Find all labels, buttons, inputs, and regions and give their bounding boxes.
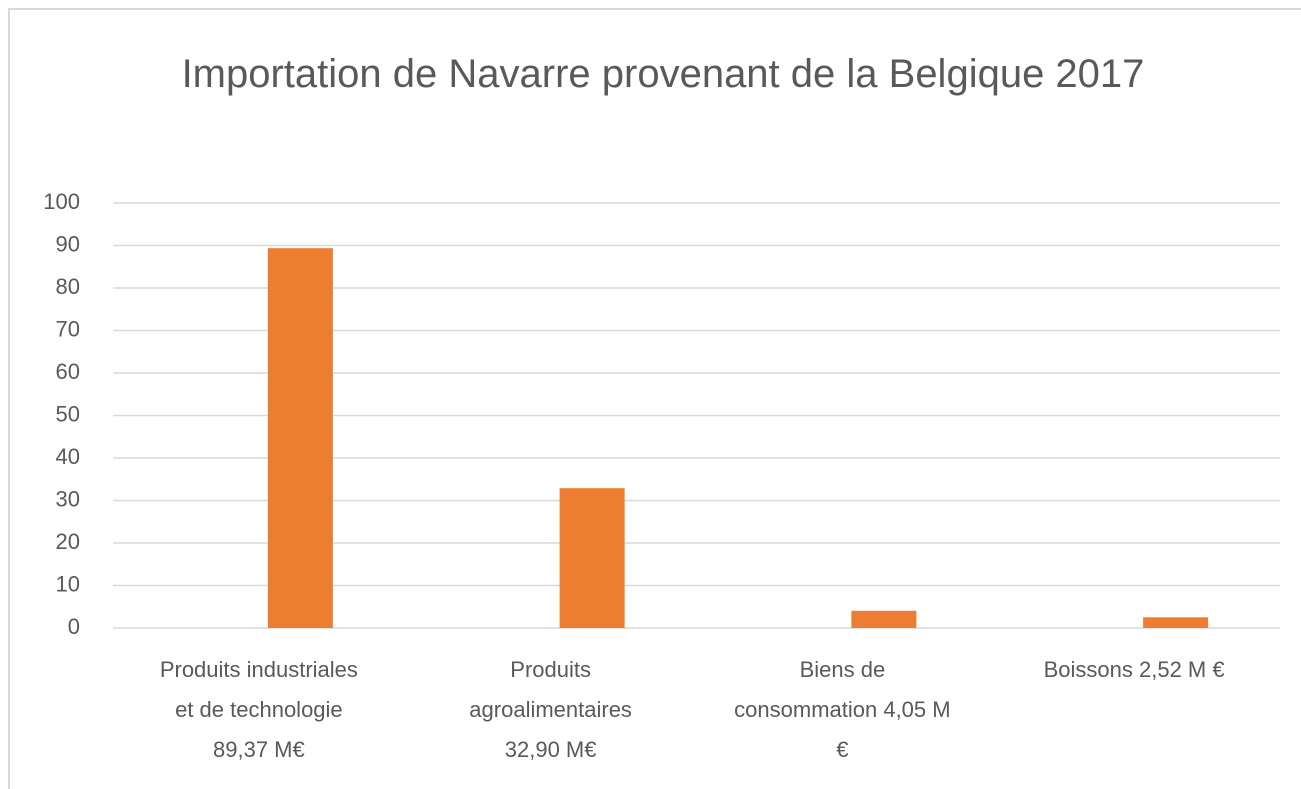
bar bbox=[559, 488, 625, 628]
y-tick-label: 80 bbox=[56, 274, 80, 299]
bar bbox=[267, 248, 333, 629]
y-tick-label: 50 bbox=[56, 401, 80, 426]
x-tick-label: Boissons 2,52 M € bbox=[1043, 657, 1225, 682]
y-tick-label: 0 bbox=[68, 614, 80, 639]
x-tick-label: Produits agroalimentaires 32,90 M€ bbox=[469, 657, 632, 762]
chart-frame bbox=[8, 8, 1301, 789]
y-tick-label: 40 bbox=[56, 444, 80, 469]
y-tick-label: 70 bbox=[56, 316, 80, 341]
y-tick-label: 90 bbox=[56, 231, 80, 256]
bar bbox=[851, 610, 917, 628]
chart-title: Importation de Navarre provenant de la B… bbox=[181, 52, 1145, 96]
y-tick-label: 60 bbox=[56, 359, 80, 384]
y-tick-label: 100 bbox=[43, 189, 80, 214]
y-tick-label: 30 bbox=[56, 486, 80, 511]
x-tick-label: Biens de consommation 4,05 M € bbox=[734, 657, 951, 762]
x-tick-label: Produits industriales et de technologie … bbox=[159, 657, 358, 762]
y-tick-label: 10 bbox=[56, 571, 80, 596]
y-tick-label: 20 bbox=[56, 529, 80, 554]
bar bbox=[1143, 617, 1209, 628]
